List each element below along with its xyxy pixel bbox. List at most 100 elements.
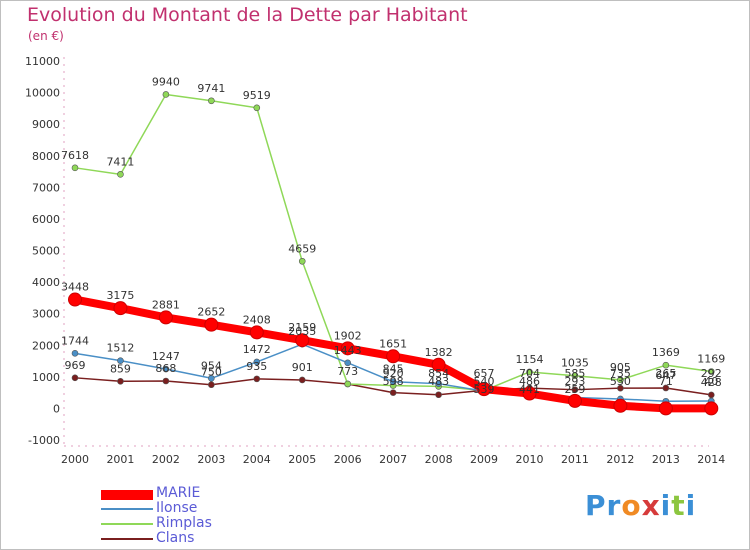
data-label: 859 (110, 362, 131, 375)
x-tick-label: 2012 (606, 453, 634, 466)
data-label: 901 (292, 361, 313, 374)
y-tick-label: 8000 (32, 150, 60, 163)
y-tick-label: 7000 (32, 181, 60, 194)
data-point-marie (249, 325, 264, 340)
y-tick-label: -1000 (28, 434, 60, 447)
data-point-rimplas (117, 171, 124, 178)
data-point-ilonse (71, 350, 79, 357)
data-label: 1247 (152, 350, 180, 363)
x-tick-label: 2010 (516, 453, 544, 466)
data-point-marie (613, 398, 628, 413)
data-label: 486 (519, 375, 540, 388)
data-point-rimplas (662, 361, 670, 369)
x-tick-label: 2009 (470, 453, 498, 466)
x-tick-label: 2004 (243, 453, 271, 466)
data-label: 3448 (61, 281, 89, 294)
data-label: 868 (155, 362, 176, 375)
data-point-rimplas (344, 380, 352, 388)
data-point-clans (435, 391, 442, 399)
data-label: 71 (659, 375, 673, 388)
x-tick-label: 2006 (334, 453, 362, 466)
data-label: 540 (474, 375, 495, 388)
data-point-marie (658, 401, 673, 416)
data-label: 4659 (288, 242, 316, 255)
logo-letter: P (585, 489, 607, 522)
y-tick-label: 3000 (32, 308, 60, 321)
data-point-marie (158, 310, 173, 325)
legend-swatch-marie (101, 490, 153, 500)
data-label: 735 (610, 367, 631, 380)
data-label: 7411 (106, 155, 134, 168)
data-point-ilonse (435, 380, 442, 387)
data-point-clans (389, 389, 397, 396)
data-point-marie (340, 341, 355, 356)
data-point-ilonse (344, 359, 352, 367)
data-label: 1154 (516, 353, 544, 366)
data-label: 428 (701, 376, 722, 389)
data-point-rimplas (253, 104, 261, 112)
data-label: 750 (201, 366, 222, 379)
data-point-clans (208, 381, 215, 389)
x-tick-label: 2007 (379, 453, 407, 466)
data-label: 920 (383, 367, 404, 380)
data-point-ilonse (162, 365, 170, 373)
data-label: 845 (383, 363, 404, 376)
data-point-marie (522, 386, 537, 401)
data-label: 292 (701, 367, 722, 380)
y-tick-label: 10000 (25, 87, 60, 100)
data-label: 1382 (425, 346, 453, 359)
data-label: 293 (564, 375, 585, 388)
data-label: 265 (655, 367, 676, 380)
data-label: 1035 (561, 357, 589, 370)
y-tick-label: 0 (53, 402, 60, 415)
data-point-rimplas (707, 368, 715, 375)
data-label: 1744 (61, 334, 89, 347)
data-point-rimplas (526, 368, 533, 376)
data-label: 9940 (152, 75, 180, 88)
data-point-rimplas (208, 97, 215, 105)
legend-label-rimplas: Rimplas (156, 515, 212, 531)
x-tick-label: 2011 (561, 453, 589, 466)
data-point-clans (71, 374, 79, 382)
data-point-clans (571, 386, 579, 393)
data-point-clans (298, 376, 306, 384)
y-tick-label: 5000 (32, 245, 60, 258)
x-tick-label: 2014 (697, 453, 725, 466)
x-tick-label: 2000 (61, 453, 89, 466)
proxiti-logo: Proxiti (585, 489, 696, 522)
x-tick-label: 2013 (652, 453, 680, 466)
data-point-rimplas (298, 257, 306, 265)
logo-letter: o (621, 489, 642, 522)
data-label: 657 (474, 367, 495, 380)
data-label: 647 (655, 369, 676, 382)
logo-letter: t (671, 489, 686, 522)
y-tick-label: 1000 (32, 371, 60, 384)
data-point-marie (431, 357, 446, 372)
data-label: 9741 (197, 82, 225, 95)
data-label: 1169 (697, 352, 725, 365)
x-tick-label: 2008 (425, 453, 453, 466)
data-label: 1443 (334, 344, 362, 357)
data-label: 854 (428, 367, 449, 380)
data-label: 969 (65, 359, 86, 372)
data-point-clans (162, 377, 170, 385)
data-point-marie (204, 317, 219, 332)
data-label: 1902 (334, 329, 362, 342)
legend-swatch-rimplas (101, 523, 153, 525)
x-tick-label: 2002 (152, 453, 180, 466)
x-tick-label: 2005 (288, 453, 316, 466)
logo-letter: i (660, 489, 672, 522)
logo-letter: x (641, 489, 661, 522)
logo-letter: r (606, 489, 622, 522)
data-label: 1369 (652, 346, 680, 359)
chart-title: Evolution du Montant de la Dette par Hab… (27, 4, 468, 26)
data-point-clans (253, 375, 261, 383)
data-label: 1512 (106, 342, 134, 355)
data-point-marie (68, 292, 82, 307)
data-point-clans (617, 384, 624, 392)
y-tick-label: 9000 (32, 118, 60, 131)
data-point-marie (567, 393, 582, 408)
data-point-marie (113, 301, 128, 316)
